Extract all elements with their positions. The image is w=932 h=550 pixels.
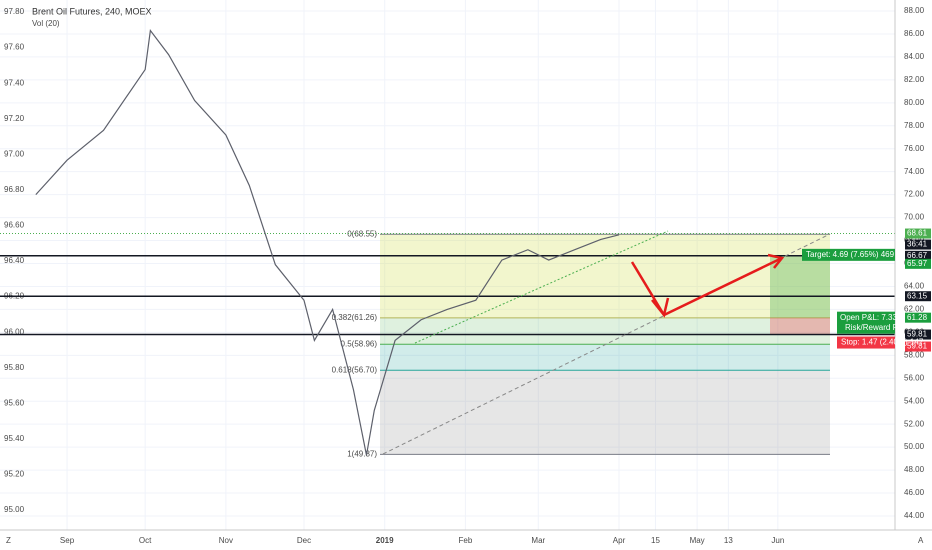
price-tag: [905, 312, 931, 323]
price-tag-label: 59.81: [907, 330, 928, 339]
rr-text: Risk/Reward Ra: [845, 323, 903, 332]
price-tag-label: 59.81: [907, 342, 928, 351]
y-tick-label: 76.00: [904, 144, 925, 153]
arrow-head: [651, 297, 670, 318]
y2-tick-label: 97.00: [4, 149, 25, 158]
target-text: Target: 4.69 (7.65%) 469: [806, 250, 895, 259]
y-tick-label: 58.00: [904, 350, 925, 359]
x-tick-label: 2019: [376, 536, 394, 545]
price-tag: [905, 291, 931, 302]
y-tick-label: 70.00: [904, 213, 925, 222]
y2-tick-label: 97.40: [4, 78, 25, 87]
y-tick-label: 44.00: [904, 511, 925, 520]
countdown-tag: [905, 239, 931, 250]
price-tag: [905, 341, 931, 352]
countdown: 36:41: [907, 240, 928, 249]
x-tick-label: Jun: [771, 536, 784, 545]
stop-zone: [770, 317, 830, 335]
x-tick-label: Sep: [60, 536, 75, 545]
y2-tick-label: 96.40: [4, 256, 25, 265]
x-tick-label: Apr: [613, 536, 626, 545]
y2-tick-label: 95.60: [4, 398, 25, 407]
price-tag-label: 68.61: [907, 229, 928, 238]
stop-box: [837, 336, 895, 349]
zones: 0(68.55) 0.382(61.26) 0.5(58.96) 0.618(56.7…: [0, 229, 895, 458]
x-tick-label: Dec: [297, 536, 311, 545]
fib-zone: [380, 234, 830, 318]
y-tick-label: 56.00: [904, 373, 925, 382]
y-tick-label: 72.00: [904, 190, 925, 199]
y2-tick-label: 95.80: [4, 363, 25, 372]
fib-zone: [380, 317, 830, 345]
price-tag: [905, 258, 931, 269]
price-tag-label: 65.97: [907, 259, 928, 268]
x-tick-label: Feb: [459, 536, 473, 545]
fib-label: 0.382(61.26): [332, 313, 378, 322]
fib-label: 0.5(58.96): [341, 339, 378, 348]
y-tick-label: 64.00: [904, 282, 925, 291]
y2-tick-label: 96.80: [4, 185, 25, 194]
fib-label: 0(68.55): [347, 229, 377, 238]
fib-zone: [380, 344, 830, 371]
target-zone: [770, 255, 830, 318]
target-box: [802, 248, 895, 261]
y-tick-label: 88.00: [904, 6, 925, 15]
pnl-text: Open P&L: 7.33,: [840, 313, 899, 322]
y-tick-label: 46.00: [904, 488, 925, 497]
price-tag-label: 63.15: [907, 291, 928, 300]
fib-label: 1(49.37): [347, 449, 377, 458]
y2-tick-label: 95.20: [4, 470, 25, 479]
pnl-box: [837, 311, 895, 334]
x-tick-label: Mar: [531, 536, 545, 545]
fib-label: 0.618(56.70): [332, 365, 378, 374]
subtitle: Vol (20): [32, 19, 60, 28]
price-tag-label: 66.67: [907, 251, 928, 260]
x-tick-label: May: [690, 536, 705, 545]
y2-tick-label: 96.60: [4, 221, 25, 230]
y2-tick-label: 95.00: [4, 505, 25, 514]
x-tick-label: Nov: [219, 536, 233, 545]
y-tick-label: 78.00: [904, 121, 925, 130]
chart-title: Brent Oil Futures, 240, MOEX: [32, 6, 152, 16]
y-tick-label: 84.00: [904, 52, 925, 61]
y-tick-label: 50.00: [904, 442, 925, 451]
stop-text: Stop: 1.47 (2.40%) 147: [841, 338, 924, 347]
y2-tick-label: 96.00: [4, 327, 25, 336]
x-tick-label: 13: [724, 536, 733, 545]
y2-tick-label: 97.80: [4, 7, 25, 16]
y-tick-label: 48.00: [904, 465, 925, 474]
x-tick-label: Oct: [139, 536, 152, 545]
price-tag: [905, 250, 931, 261]
y2-tick-label: 97.20: [4, 114, 25, 123]
y-tick-label: 86.00: [904, 29, 925, 38]
fib-zone: [380, 370, 830, 455]
x-tick-label: 15: [651, 536, 660, 545]
price-tag-label: 61.28: [907, 313, 928, 322]
y-tick-label: 54.00: [904, 396, 925, 405]
y2-tick-label: 97.60: [4, 43, 25, 52]
price-tag: [905, 329, 931, 340]
corner-button[interactable]: Z: [6, 536, 11, 545]
arrow-head: [767, 253, 785, 269]
y-tick-label: 80.00: [904, 98, 925, 107]
corner-button[interactable]: A: [918, 536, 924, 545]
marks: [0, 28, 895, 456]
price-tag: [905, 228, 931, 239]
y2-tick-label: 95.40: [4, 434, 25, 443]
y-tick-label: 62.00: [904, 305, 925, 314]
y-tick-label: 74.00: [904, 167, 925, 176]
price-line: [35, 28, 620, 456]
y-tick-label: 52.00: [904, 419, 925, 428]
y-tick-label: 82.00: [904, 75, 925, 84]
